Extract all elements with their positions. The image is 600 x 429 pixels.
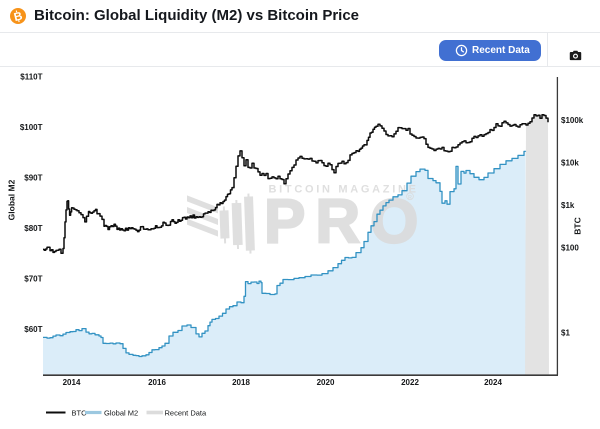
- svg-text:$80T: $80T: [24, 224, 42, 233]
- svg-text:R: R: [408, 195, 412, 201]
- svg-text:2022: 2022: [401, 378, 419, 387]
- svg-text:$110T: $110T: [20, 72, 42, 81]
- svg-text:2024: 2024: [484, 378, 502, 387]
- svg-text:$60T: $60T: [24, 325, 42, 334]
- svg-text:$100k: $100k: [561, 116, 584, 125]
- svg-text:2014: 2014: [63, 378, 81, 387]
- svg-text:$70T: $70T: [24, 274, 42, 283]
- svg-text:Recent Data: Recent Data: [165, 408, 208, 417]
- svg-text:$100: $100: [561, 243, 579, 252]
- svg-text:Global M2: Global M2: [7, 179, 17, 220]
- svg-text:$90T: $90T: [24, 173, 42, 182]
- svg-text:$1k: $1k: [561, 201, 575, 210]
- svg-text:2016: 2016: [148, 378, 166, 387]
- svg-text:$100T: $100T: [20, 123, 43, 132]
- svg-text:BTC: BTC: [573, 217, 583, 234]
- svg-text:BITCOIN MAGAZINE: BITCOIN MAGAZINE: [269, 184, 419, 196]
- svg-text:BTC: BTC: [72, 408, 88, 417]
- svg-text:2018: 2018: [232, 378, 250, 387]
- svg-text:$10k: $10k: [561, 158, 579, 167]
- svg-text:B: B: [13, 10, 24, 24]
- svg-text:$1: $1: [561, 328, 570, 337]
- svg-text:2020: 2020: [317, 378, 335, 387]
- svg-text:Global M2: Global M2: [104, 408, 138, 417]
- svg-text:PRO: PRO: [264, 187, 428, 256]
